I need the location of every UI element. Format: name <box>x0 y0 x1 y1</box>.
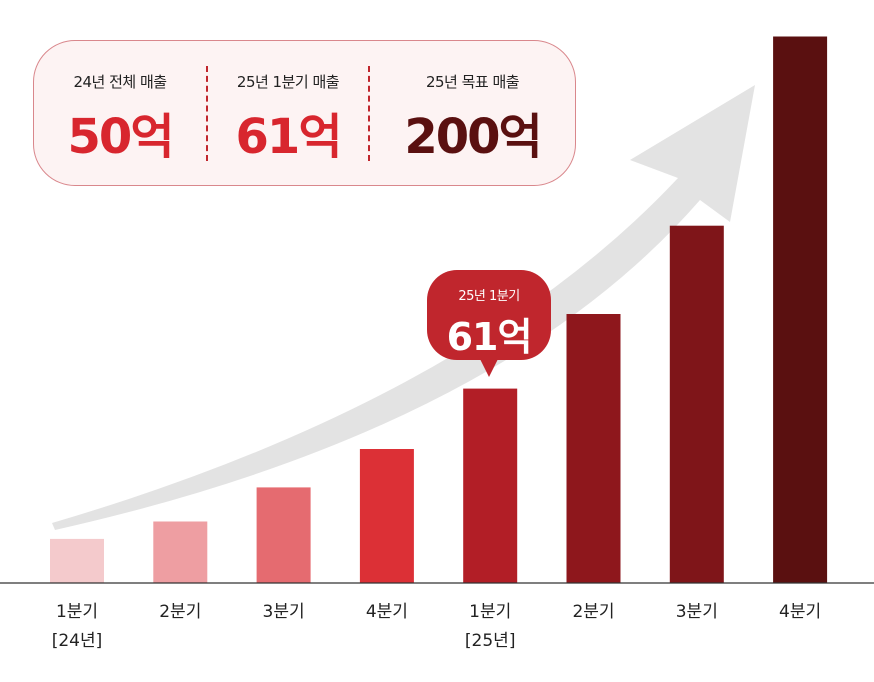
callout-bubble: 25년 1분기 61억 <box>427 270 551 377</box>
x-tick-year-label: [25년] <box>465 631 516 651</box>
summary-stat-value: 200억 <box>404 109 542 165</box>
x-tick-label: 2분기 <box>572 602 614 622</box>
bar-4 <box>359 449 414 583</box>
summary-stat-label: 25년 목표 매출 <box>425 73 520 91</box>
bar-7 <box>669 225 724 583</box>
summary-stat-label: 24년 전체 매출 <box>73 73 167 91</box>
x-tick-label: 1분기 <box>469 602 511 622</box>
summary-stat-value: 61억 <box>235 109 343 165</box>
summary-stat-25-target: 25년 목표 매출 200억 <box>370 41 575 187</box>
x-tick-label: 4분기 <box>366 602 408 622</box>
summary-divider <box>368 66 370 161</box>
summary-stat-value: 50억 <box>67 109 175 165</box>
sales-summary-panel: 24년 전체 매출 50억 25년 1분기 매출 61억 25년 목표 매출 2… <box>33 40 576 186</box>
callout-label: 25년 1분기 <box>458 289 520 304</box>
x-tick-label: 2분기 <box>159 602 201 622</box>
bar-1 <box>50 538 104 583</box>
bar-5 <box>463 388 518 583</box>
summary-divider <box>206 66 208 161</box>
x-tick-label: 4분기 <box>779 602 821 622</box>
callout-value: 61억 <box>446 315 533 359</box>
x-tick-label: 3분기 <box>676 602 718 622</box>
summary-stat-25-q1: 25년 1분기 매출 61억 <box>208 41 368 187</box>
summary-stat-24-total: 24년 전체 매출 50억 <box>34 41 206 187</box>
growth-trend-arrow <box>52 85 755 530</box>
bar-6 <box>566 314 621 583</box>
x-tick-label: 1분기 <box>56 602 98 622</box>
summary-stat-label: 25년 1분기 매출 <box>236 73 340 91</box>
bar-3 <box>256 487 311 583</box>
x-tick-label: 3분기 <box>263 602 305 622</box>
x-tick-year-label: [24년] <box>52 631 103 651</box>
bar-2 <box>153 521 208 583</box>
bar-8 <box>773 36 828 583</box>
